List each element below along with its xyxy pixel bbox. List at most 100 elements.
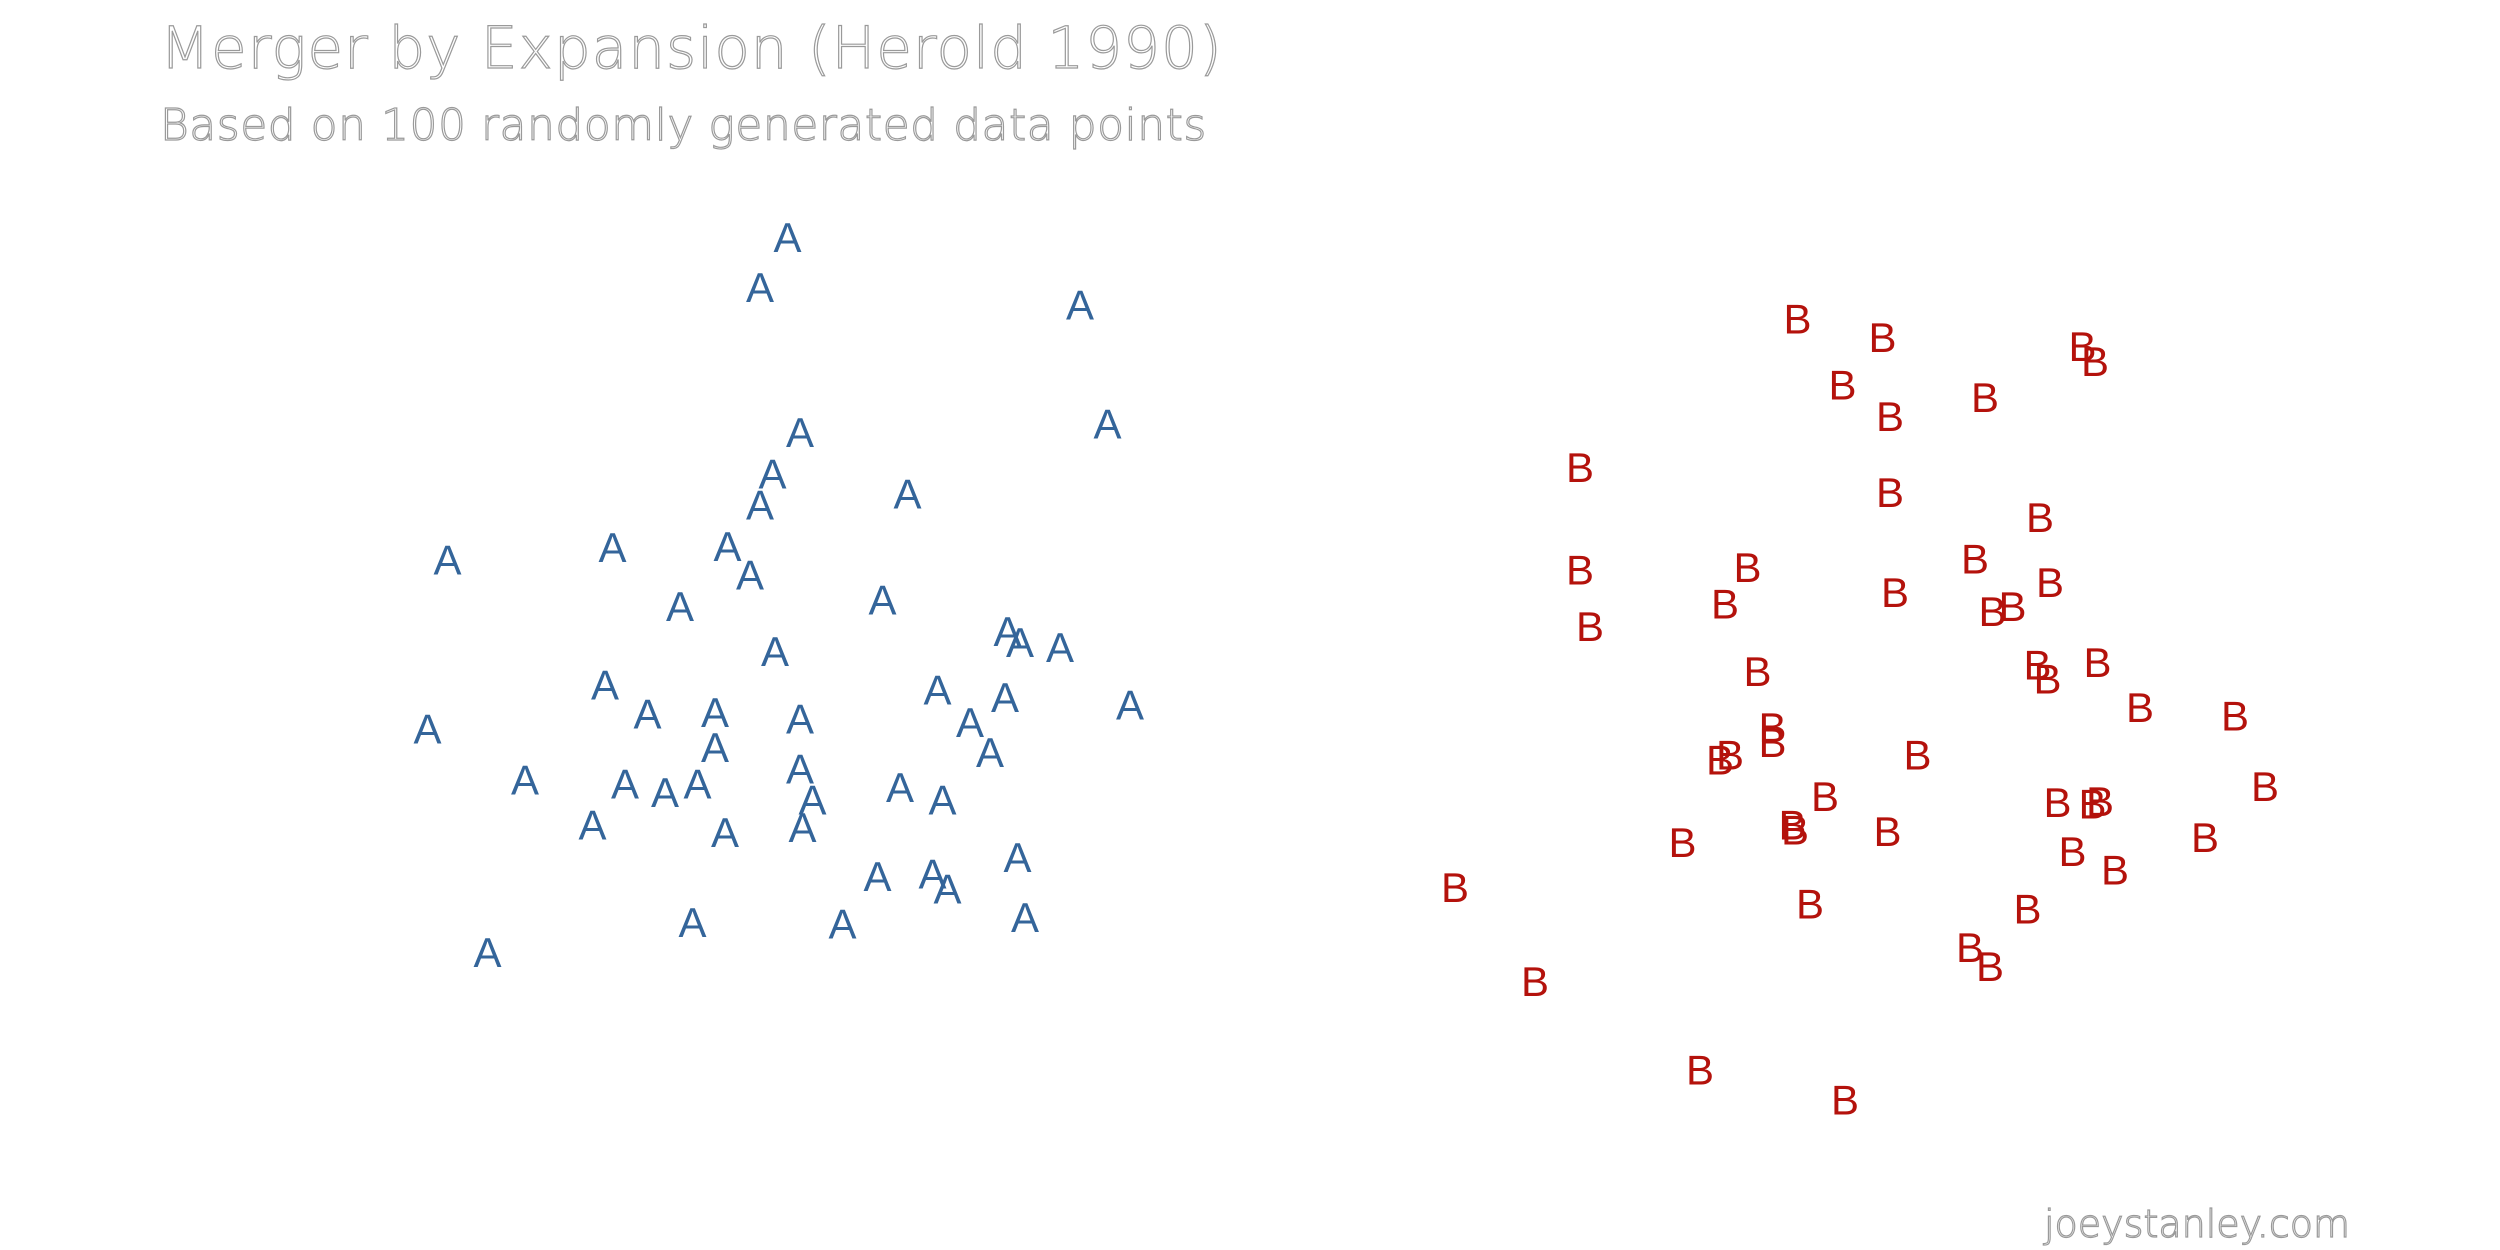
chart-subtitle: Based on 100 randomly generated data poi… xyxy=(159,99,1207,151)
point-b-12: B xyxy=(1961,535,1989,582)
point-a-24: A xyxy=(991,674,1019,721)
point-a-19: A xyxy=(633,690,661,737)
point-a-14: A xyxy=(761,628,789,675)
point-b-20: B xyxy=(2023,642,2051,689)
chart-title: Merger by Expansion (Herold 1990) xyxy=(159,13,1223,82)
point-a-38: A xyxy=(711,809,739,856)
point-b-15: B xyxy=(1881,569,1909,616)
point-a-43: A xyxy=(933,865,961,912)
point-a-15: A xyxy=(993,608,1021,655)
point-a-4: A xyxy=(786,409,814,456)
point-b-37: B xyxy=(1873,808,1901,855)
point-a-31: A xyxy=(651,769,679,816)
point-a-28: A xyxy=(1116,682,1144,729)
point-a-44: A xyxy=(473,929,501,976)
point-b-14: B xyxy=(1711,580,1739,627)
point-a-32: A xyxy=(683,760,711,807)
point-a-35: A xyxy=(886,764,914,811)
point-b-39: B xyxy=(1668,819,1696,866)
point-b-16: B xyxy=(1978,588,2006,635)
point-a-39: A xyxy=(788,804,816,851)
point-a-22: A xyxy=(923,667,951,714)
point-b-3: B xyxy=(1876,393,1904,440)
point-a-34: A xyxy=(798,777,826,824)
point-b-11: B xyxy=(1733,544,1761,591)
point-b-29: B xyxy=(1903,732,1931,779)
point-b-5: B xyxy=(2068,323,2096,370)
point-b-48: B xyxy=(1686,1047,1714,1094)
point-a-25: A xyxy=(413,705,441,752)
point-a-10: A xyxy=(713,523,741,570)
point-b-13: B xyxy=(2036,559,2064,606)
point-b-38: B xyxy=(2191,814,2219,861)
point-a-5: A xyxy=(758,450,786,497)
point-a-26: A xyxy=(701,724,729,771)
point-a-9: A xyxy=(598,524,626,571)
point-b-46: B xyxy=(1976,943,2004,990)
point-a-29: A xyxy=(511,757,539,804)
point-b-18: B xyxy=(1576,603,1604,650)
point-a-11: A xyxy=(868,577,896,624)
point-b-4: B xyxy=(1971,374,1999,421)
point-a-23: A xyxy=(956,699,984,746)
point-b-49: B xyxy=(1831,1077,1859,1124)
point-b-33: B xyxy=(2078,780,2106,827)
point-b-47: B xyxy=(1521,958,1549,1005)
point-b-2: B xyxy=(1828,362,1856,409)
point-b-0: B xyxy=(1783,295,1811,342)
point-a-37: A xyxy=(578,802,606,849)
point-b-34: B xyxy=(2086,778,2114,825)
point-b-28: B xyxy=(1716,732,1744,779)
point-b-17: B xyxy=(1998,583,2026,630)
point-b-30: B xyxy=(2251,763,2279,810)
point-b-26: B xyxy=(1758,719,1786,766)
point-b-40: B xyxy=(2058,828,2086,875)
point-a-16: A xyxy=(1006,619,1034,666)
point-a-30: A xyxy=(611,760,639,807)
point-a-27: A xyxy=(976,729,1004,776)
point-a-40: A xyxy=(1003,834,1031,881)
point-a-8: A xyxy=(433,537,461,584)
point-b-27: B xyxy=(1706,737,1734,784)
point-a-1: A xyxy=(746,264,774,311)
point-a-46: A xyxy=(828,900,856,947)
point-b-23: B xyxy=(2126,684,2154,731)
point-b-31: B xyxy=(1811,773,1839,820)
point-b-45: B xyxy=(1956,924,1984,971)
chart-credit: joeystanley.com xyxy=(2043,1201,2350,1246)
point-b-19: B xyxy=(1743,648,1771,695)
point-b-42: B xyxy=(1441,864,1469,911)
point-a-42: A xyxy=(918,850,946,897)
point-b-10: B xyxy=(1566,547,1594,594)
point-b-6: B xyxy=(2081,338,2109,385)
point-a-20: A xyxy=(701,689,729,736)
point-a-12: A xyxy=(736,552,764,599)
point-b-25: B xyxy=(1758,704,1786,751)
point-b-8: B xyxy=(1876,469,1904,516)
point-a-2: A xyxy=(1066,282,1094,329)
point-a-36: A xyxy=(928,777,956,824)
point-a-17: A xyxy=(1046,624,1074,671)
point-a-7: A xyxy=(893,470,921,517)
point-b-1: B xyxy=(1868,314,1896,361)
point-a-47: A xyxy=(1011,894,1039,941)
point-b-36: B xyxy=(1781,807,1809,854)
point-b-32: B xyxy=(2043,779,2071,826)
point-a-45: A xyxy=(678,899,706,946)
point-b-41: B xyxy=(2101,847,2129,894)
point-b-22: B xyxy=(2083,639,2111,686)
point-a-21: A xyxy=(786,695,814,742)
point-b-7: B xyxy=(1566,444,1594,491)
point-a-13: A xyxy=(666,583,694,630)
point-b-24: B xyxy=(2221,693,2249,740)
point-a-41: A xyxy=(863,853,891,900)
point-b-21: B xyxy=(2033,655,2061,702)
point-b-35: B xyxy=(1778,802,1806,849)
point-a-6: A xyxy=(746,482,774,529)
point-b-9: B xyxy=(2026,494,2054,541)
point-b-44: B xyxy=(2013,885,2041,932)
point-a-3: A xyxy=(1093,400,1121,447)
point-b-43: B xyxy=(1796,880,1824,927)
